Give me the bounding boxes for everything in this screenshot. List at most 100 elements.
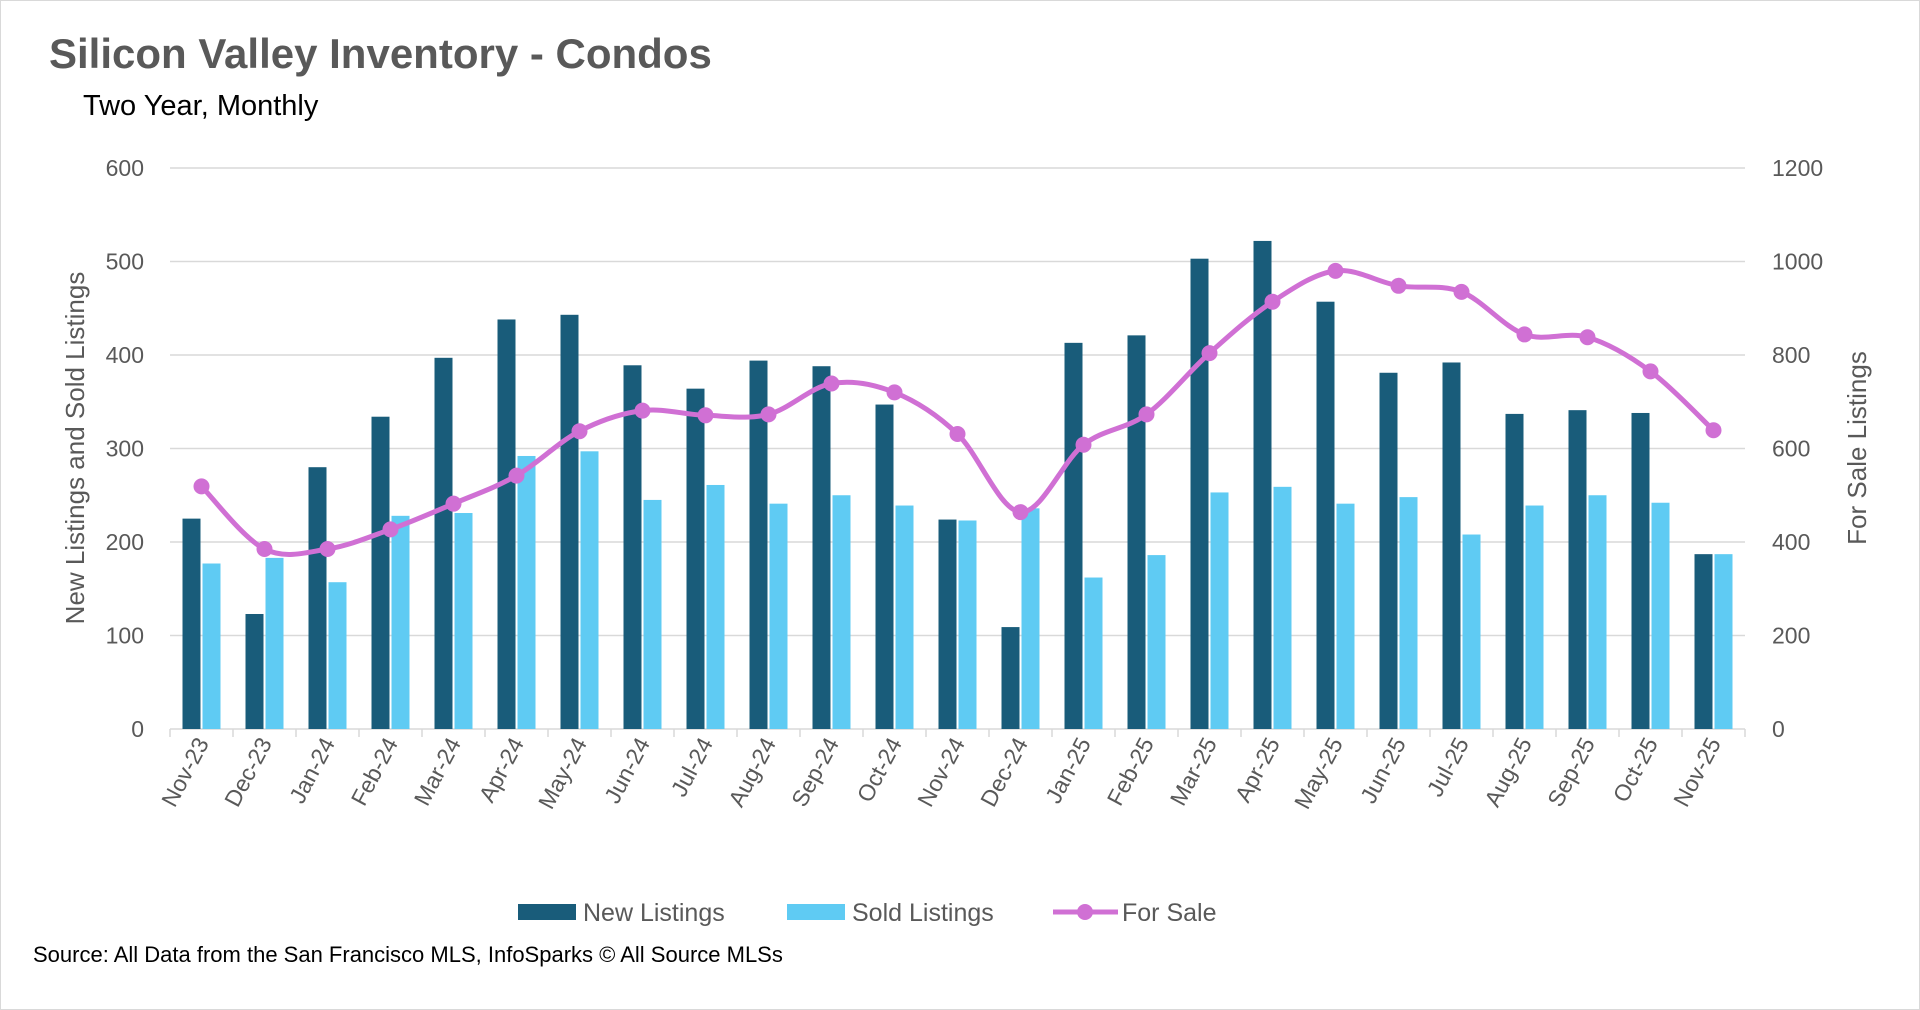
bar-sold-listings [706,484,725,729]
bar-sold-listings [958,520,977,729]
bar-new-listings [182,518,201,729]
y2-tick-label: 800 [1772,342,1810,368]
x-tick-label: Feb-25 [1102,733,1159,810]
bar-new-listings [1568,410,1587,729]
y2-tick-label: 400 [1772,529,1810,555]
bar-new-listings [1631,412,1650,729]
point-for-sale [319,541,336,558]
x-tick-label: Nov-24 [912,733,970,811]
x-tick-label: Dec-24 [975,733,1033,811]
point-for-sale [256,541,273,558]
y2-axis-title: For Sale Listings [1842,351,1872,545]
bar-sold-listings [1462,534,1481,729]
x-tick-label: Aug-24 [723,733,781,811]
x-tick-label: Nov-23 [156,733,214,811]
x-tick-label: Apr-24 [474,733,529,806]
bar-new-listings [1316,301,1335,729]
y-tick-label: 0 [131,716,144,742]
x-tick-label: Mar-24 [409,733,466,810]
point-for-sale [1075,436,1092,453]
point-for-sale [760,406,777,423]
point-for-sale [1516,326,1533,343]
bar-new-listings [1253,240,1272,729]
bar-sold-listings [580,451,599,729]
y-tick-label: 500 [106,249,144,275]
bar-sold-listings [1399,497,1418,729]
x-tick-label: Jul-24 [666,733,718,801]
bar-sold-listings [1714,554,1733,729]
legend-swatch-sold-listings [787,904,845,920]
y-tick-label: 200 [106,529,144,555]
bar-new-listings [434,357,453,729]
y-tick-label: 100 [106,623,144,649]
x-tick-label: Jun-25 [1355,733,1411,807]
bar-new-listings [1505,413,1524,729]
bar-new-listings [245,613,264,729]
bar-sold-listings [1147,555,1166,729]
bar-new-listings [560,314,579,729]
x-tick-label: May-25 [1289,733,1348,813]
legend-marker-for-sale [1077,904,1093,920]
point-for-sale [1642,363,1659,380]
x-tick-label: Jan-24 [284,733,340,807]
point-for-sale [1201,345,1218,362]
bar-sold-listings [1525,505,1544,729]
point-for-sale [1390,277,1407,294]
bar-new-listings [686,388,705,729]
point-for-sale [445,495,462,512]
point-for-sale [382,521,399,538]
bar-sold-listings [1273,486,1292,729]
y2-tick-label: 600 [1772,436,1810,462]
point-for-sale [1327,262,1344,279]
bar-new-listings [371,416,390,729]
bar-sold-listings [1651,502,1670,729]
bar-sold-listings [1210,492,1229,729]
x-tick-label: Dec-23 [219,733,277,811]
bar-sold-listings [832,495,851,729]
point-for-sale [193,478,210,495]
bar-sold-listings [1021,508,1040,729]
bar-sold-listings [1336,503,1355,729]
bar-sold-listings [328,582,347,729]
point-for-sale [571,423,588,440]
bar-sold-listings [1084,577,1103,729]
bar-new-listings [1064,342,1083,729]
legend-swatch-new-listings [518,904,576,920]
point-for-sale [1012,504,1029,521]
x-tick-label: Mar-25 [1165,733,1222,810]
bar-new-listings [875,404,894,729]
legend-label-new-listings: New Listings [583,899,725,927]
x-tick-label: Sep-24 [786,733,844,811]
x-tick-label: Apr-25 [1230,733,1285,806]
x-tick-label: Jan-25 [1040,733,1096,807]
point-for-sale [1453,283,1470,300]
y2-tick-label: 1000 [1772,249,1823,275]
x-tick-label: Jun-24 [599,733,655,807]
bar-new-listings [497,319,516,729]
point-for-sale [886,384,903,401]
x-tick-label: May-24 [533,733,592,813]
point-for-sale [1579,329,1596,346]
bar-sold-listings [202,563,221,729]
bar-new-listings [1127,335,1146,729]
x-tick-label: Nov-25 [1668,733,1726,811]
bar-sold-listings [643,499,662,729]
point-for-sale [697,407,714,424]
bar-new-listings [1001,627,1020,729]
point-for-sale [1138,406,1155,423]
bar-sold-listings [454,513,473,729]
y-tick-label: 600 [106,155,144,181]
y2-tick-label: 200 [1772,623,1810,649]
bar-sold-listings [769,503,788,729]
chart-title: Silicon Valley Inventory - Condos [49,30,712,77]
y2-tick-label: 0 [1772,716,1785,742]
bar-sold-listings [517,455,536,729]
x-tick-label: Feb-24 [346,733,403,810]
bar-new-listings [308,467,327,729]
x-tick-label: Sep-25 [1542,733,1600,811]
x-tick-label: Oct-25 [1608,733,1663,806]
y-tick-label: 300 [106,436,144,462]
bar-sold-listings [895,505,914,729]
legend-label-sold-listings: Sold Listings [852,899,994,927]
chart-subtitle: Two Year, Monthly [83,90,319,122]
